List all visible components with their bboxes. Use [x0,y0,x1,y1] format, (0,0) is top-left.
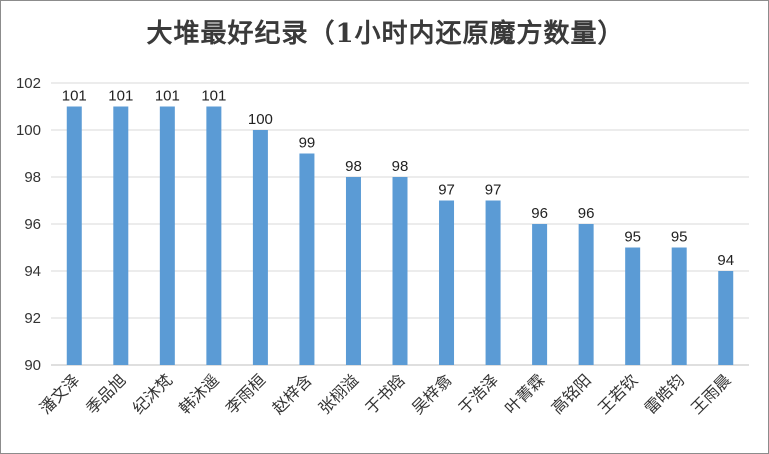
category-label: 叶菁霖 [501,370,548,417]
category-label: 于书晗 [361,370,408,417]
bar [485,200,501,365]
bar [159,106,175,365]
bar [439,200,455,365]
data-label: 101 [155,88,180,105]
bar [578,224,594,365]
data-label: 99 [299,135,316,152]
bar [392,177,408,365]
y-tick-label: 102 [16,75,41,92]
bars [66,106,734,365]
y-tick-label: 90 [24,357,41,374]
data-label: 100 [248,111,273,128]
bar [625,247,641,365]
category-label: 张栩溢 [315,370,362,417]
category-label: 高铭阳 [548,370,595,417]
data-label: 96 [578,205,595,222]
data-label: 95 [671,229,688,246]
y-tick-label: 100 [16,122,41,139]
data-label: 97 [485,182,502,199]
data-label: 98 [345,158,362,175]
category-label: 季品旭 [82,370,129,417]
data-label: 101 [201,88,226,105]
data-labels: 101 101 101 101 100 99 98 98 97 97 96 96 95 95 94 [62,88,734,270]
y-tick-label: 94 [24,263,41,280]
bar [206,106,222,365]
category-label: 王若钦 [594,370,641,417]
bar [532,224,548,365]
data-label: 94 [717,252,734,269]
category-label: 赵梓含 [268,370,315,417]
data-label: 95 [624,229,641,246]
category-label: 雷皓钧 [641,370,688,417]
category-label: 潘文泽 [36,370,83,417]
category-label: 王雨晨 [687,370,734,417]
data-label: 98 [392,158,409,175]
data-label: 96 [531,205,548,222]
data-label: 101 [62,88,87,105]
bar [299,153,315,365]
category-labels: 潘文泽 季品旭 纪沐梵 韩沐遥 李雨桓 赵梓含 张栩溢 于书晗 吴梓翕 于浩泽 叶菁霖 高铭阳 王若钦雷… [36,370,735,417]
chart-title: 大堆最好纪录（1小时内还原魔方数量） [146,19,625,49]
category-label: 于浩泽 [455,370,502,417]
data-label: 97 [438,182,455,199]
category-label: 吴梓翕 [408,370,455,417]
data-label: 101 [108,88,133,105]
category-label: 李雨桓 [222,370,269,417]
bar [671,247,687,365]
category-label: 纪沐梵 [129,370,176,417]
bar [66,106,82,365]
y-tick-label: 98 [24,169,41,186]
bar [252,130,268,365]
bar [345,177,361,365]
bar [718,271,734,365]
bar [113,106,129,365]
category-label: 韩沐遥 [175,370,222,417]
y-tick-label: 92 [24,310,41,327]
y-tick-label: 96 [24,216,41,233]
y-axis-ticks: 90 92 94 96 98 100 102 [16,75,41,374]
